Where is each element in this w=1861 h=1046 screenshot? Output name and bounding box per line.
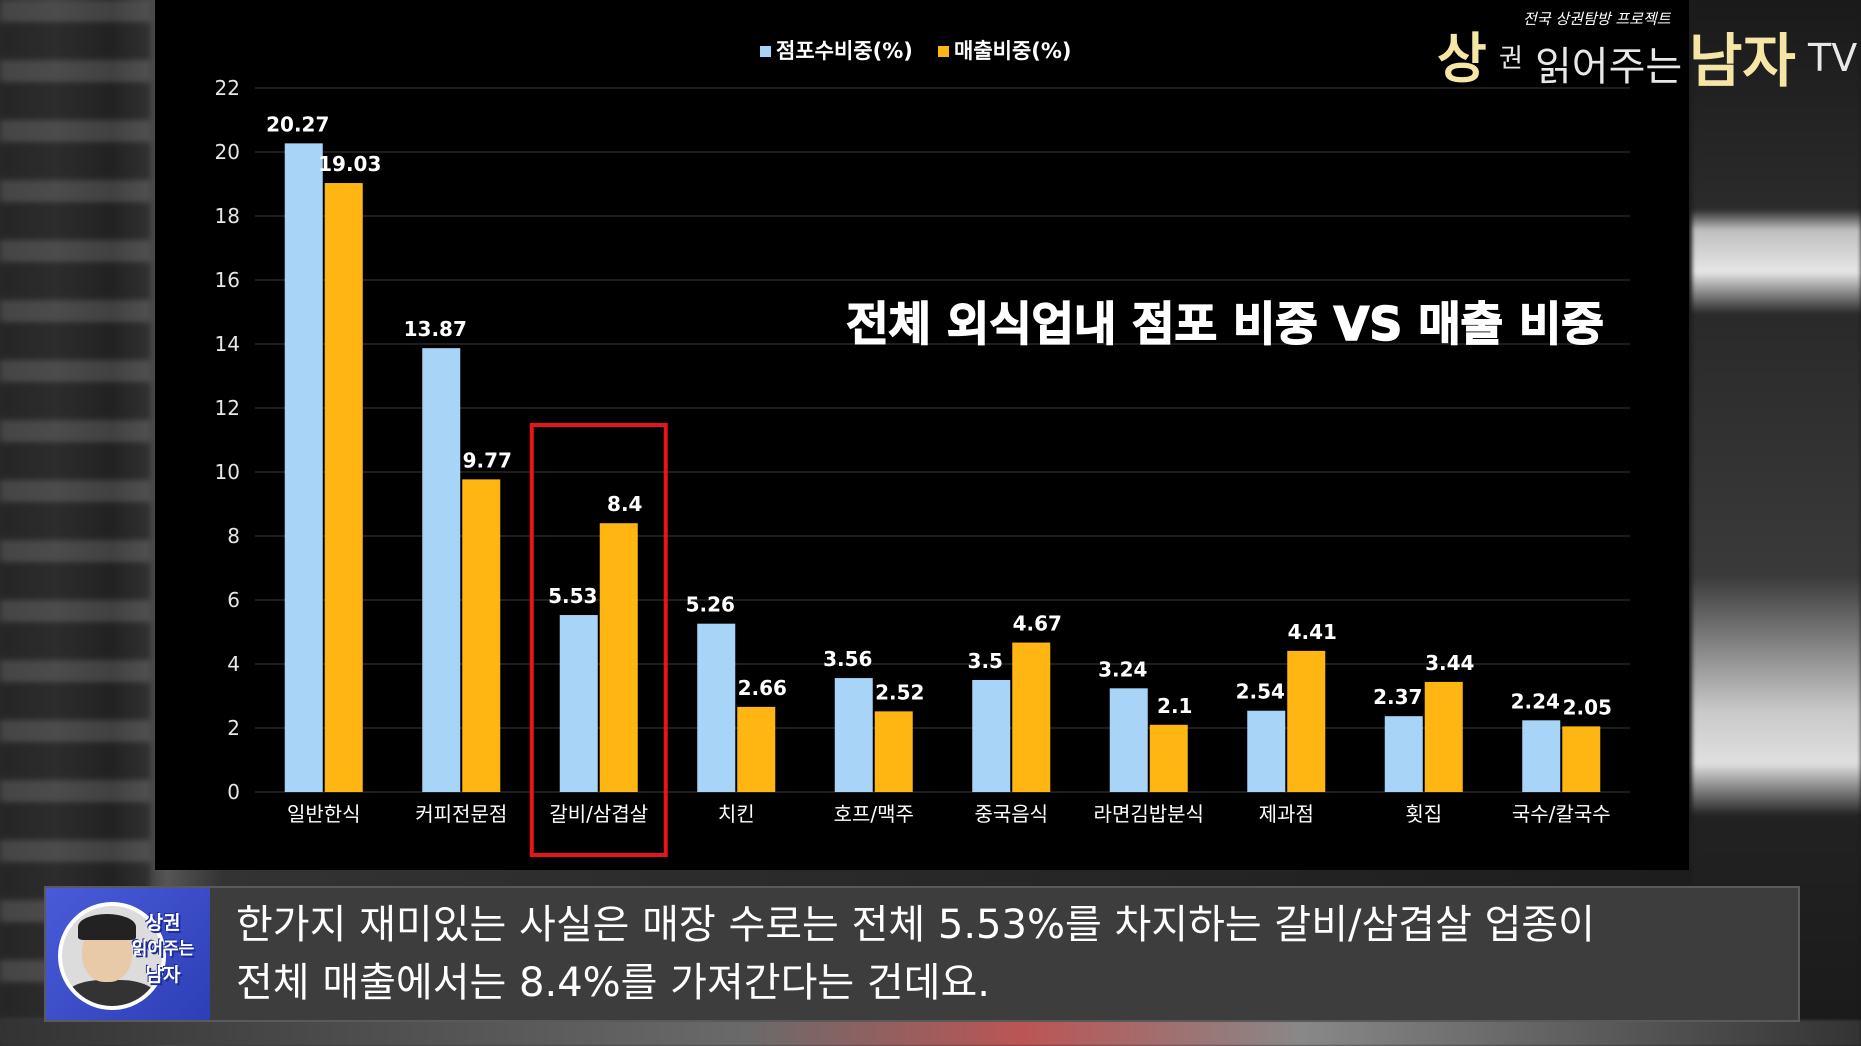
y-tick-label: 10 — [215, 460, 240, 484]
legend-label: 점포수비중(%) — [776, 39, 913, 63]
x-tick-label: 호프/맥주 — [834, 802, 914, 826]
bar — [874, 711, 913, 792]
logo-char-1: 상 — [1437, 27, 1487, 90]
data-label: 19.03 — [318, 152, 381, 176]
logo-tv: TV — [1808, 36, 1858, 80]
chart-title: 전체 외식업내 점포 비중 VS 매출 비중 — [846, 297, 1603, 351]
data-label: 2.24 — [1511, 689, 1560, 713]
data-label: 8.4 — [607, 492, 642, 516]
data-label: 4.67 — [1013, 612, 1062, 636]
x-tick-label: 횟집 — [1405, 802, 1442, 826]
y-tick-label: 6 — [227, 588, 240, 612]
x-tick-label: 제과점 — [1259, 802, 1314, 826]
avatar-label: 상권 읽어주는 남자 — [131, 912, 195, 986]
subtitle-text: 한가지 재미있는 사실은 매장 수로는 전체 5.53%를 차지하는 갈비/삼겹… — [236, 896, 1776, 1012]
bar — [599, 523, 638, 792]
bar — [834, 678, 873, 792]
logo-tagline: 전국 상권탐방 프로젝트 — [1523, 10, 1671, 28]
data-label: 2.52 — [875, 680, 924, 704]
legend-swatch — [938, 46, 949, 57]
data-label: 2.54 — [1236, 680, 1285, 704]
y-tick-label: 12 — [215, 396, 240, 420]
logo-word-reading: 읽어주는 — [1535, 44, 1683, 90]
y-tick-label: 18 — [215, 204, 240, 228]
subtitle-line-2: 전체 매출에서는 8.4%를 가져간다는 건데요. — [236, 960, 990, 1006]
x-tick-label: 치킨 — [718, 802, 755, 826]
x-tick-label: 커피전문점 — [415, 802, 507, 826]
bar — [1562, 726, 1601, 792]
data-label: 5.26 — [686, 593, 735, 617]
background-left — [0, 0, 150, 1046]
background-bottom — [0, 1020, 1861, 1046]
bar — [972, 680, 1011, 792]
avatar-photo — [58, 902, 166, 1010]
y-tick-label: 8 — [227, 524, 240, 548]
subtitle-bar: 상권 읽어주는 남자 한가지 재미있는 사실은 매장 수로는 전체 5.53%를… — [44, 886, 1800, 1022]
bar — [324, 183, 363, 793]
bar — [737, 706, 776, 792]
data-label: 2.66 — [738, 676, 787, 700]
y-tick-label: 14 — [215, 332, 240, 356]
bar — [1424, 681, 1463, 792]
bar — [1149, 724, 1188, 792]
x-tick-label: 갈비/삼겹살 — [549, 802, 648, 826]
data-label: 3.24 — [1098, 657, 1147, 681]
x-tick-label: 중국음식 — [974, 802, 1048, 826]
bar — [1522, 720, 1561, 792]
legend-label: 매출비중(%) — [954, 39, 1072, 63]
avatar: 상권 읽어주는 남자 — [46, 888, 210, 1020]
bar — [462, 479, 501, 792]
y-tick-label: 16 — [215, 268, 240, 292]
bar — [1384, 716, 1423, 792]
subtitle-line-1: 한가지 재미있는 사실은 매장 수로는 전체 5.53%를 차지하는 갈비/삼겹… — [236, 902, 1595, 948]
data-label: 4.41 — [1288, 620, 1337, 644]
y-tick-label: 20 — [215, 140, 240, 164]
y-tick-label: 4 — [227, 652, 240, 676]
data-label: 3.5 — [968, 649, 1003, 673]
x-tick-label: 일반한식 — [287, 802, 361, 826]
data-label: 13.87 — [404, 317, 467, 341]
y-tick-label: 22 — [215, 76, 240, 100]
x-tick-label: 라면김밥분식 — [1094, 802, 1204, 826]
logo-char-2: 권 — [1499, 44, 1523, 74]
data-label: 5.53 — [548, 584, 597, 608]
x-tick-label: 국수/칼국수 — [1512, 802, 1611, 826]
data-label: 2.05 — [1563, 695, 1612, 719]
y-tick-label: 0 — [227, 780, 240, 804]
bar — [1012, 642, 1051, 792]
highlight-box — [529, 423, 668, 857]
data-label: 3.56 — [823, 647, 872, 671]
data-label: 20.27 — [266, 112, 329, 136]
bar — [1287, 650, 1326, 792]
bar — [422, 348, 461, 792]
background-right — [1692, 0, 1861, 1046]
bar — [1247, 710, 1286, 792]
y-tick-label: 2 — [227, 716, 240, 740]
bar — [559, 615, 598, 792]
bar — [284, 143, 323, 793]
channel-logo: 전국 상권탐방 프로젝트 상 권 읽어주는 남자 TV — [1435, 8, 1858, 95]
logo-word-man: 남자 — [1689, 27, 1796, 95]
data-label: 9.77 — [463, 448, 512, 472]
bar — [1109, 688, 1148, 792]
data-label: 3.44 — [1425, 651, 1474, 675]
data-label: 2.1 — [1157, 694, 1192, 718]
legend-swatch — [760, 46, 771, 57]
bar — [697, 623, 736, 792]
data-label: 2.37 — [1373, 685, 1422, 709]
